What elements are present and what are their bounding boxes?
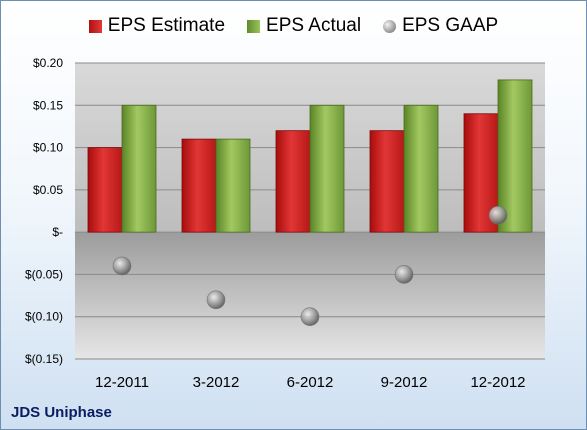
y-tick-label: $(0.15) (25, 352, 63, 366)
y-tick-label: $0.20 (33, 56, 63, 70)
gaap-point (488, 205, 508, 225)
y-tick-label: $(0.05) (25, 267, 63, 281)
bar-eps-actual (497, 79, 533, 233)
bar-eps-estimate (181, 138, 217, 233)
gaap-point (394, 265, 414, 284)
y-tick-label: $- (52, 225, 63, 239)
legend-label-actual: EPS Actual (266, 15, 362, 36)
plot-background-negative (75, 232, 545, 359)
legend-item-actual: EPS Actual (247, 15, 361, 37)
bar-eps-actual (215, 138, 251, 233)
x-tick-label: 6-2012 (287, 374, 334, 391)
bar-eps-estimate (369, 130, 405, 233)
x-tick-label: 12-2011 (95, 374, 149, 391)
legend-swatch-actual (247, 19, 261, 33)
legend-item-estimate: EPS Estimate (88, 15, 226, 37)
bar-eps-estimate (87, 147, 123, 233)
bar-eps-actual (403, 104, 439, 233)
gaap-point (206, 290, 226, 310)
legend-label-estimate: EPS Estimate (107, 15, 226, 36)
y-tick-label: $(0.10) (25, 310, 63, 324)
legend-item-gaap: EPS GAAP (383, 15, 498, 37)
bar-eps-actual (309, 104, 345, 233)
chart-legend: EPS Estimate EPS Actual EPS GAAP (1, 15, 586, 37)
legend-label-gaap: EPS GAAP (402, 15, 499, 36)
x-tick-label: 3-2012 (193, 374, 240, 391)
y-tick-label: $0.10 (33, 141, 63, 155)
bar-eps-estimate (275, 130, 311, 233)
company-name: JDS Uniphase (11, 404, 112, 421)
x-tick-label: 9-2012 (381, 374, 428, 391)
bar-eps-actual (121, 104, 157, 233)
legend-swatch-gaap (383, 19, 397, 33)
y-tick-label: $0.05 (33, 183, 63, 197)
y-tick-label: $0.15 (33, 98, 63, 112)
legend-swatch-estimate (88, 19, 102, 33)
gaap-point (300, 307, 320, 327)
gaap-point (112, 256, 132, 276)
x-tick-label: 12-2012 (470, 374, 525, 391)
